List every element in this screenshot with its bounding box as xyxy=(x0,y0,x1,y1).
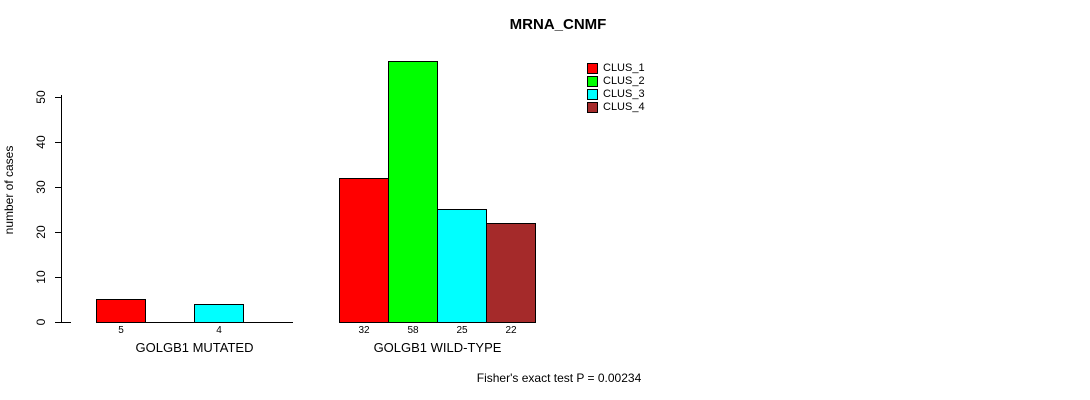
bar-clus-1 xyxy=(339,178,389,323)
y-axis-tick-label: 0 xyxy=(34,318,48,326)
legend-label: CLUS_2 xyxy=(603,75,645,87)
x-axis-origin-segment xyxy=(61,322,71,323)
y-axis-tick-label: 40 xyxy=(34,135,48,149)
bar-clus-4 xyxy=(486,223,536,323)
chart-title: MRNA_CNMF xyxy=(509,16,607,33)
y-axis-tick xyxy=(55,232,61,233)
y-axis-tick xyxy=(55,187,61,188)
bar-value-label: 32 xyxy=(358,325,370,336)
annotation-text: Fisher's exact test P = 0.00234 xyxy=(476,371,642,385)
legend-item: CLUS_4 xyxy=(587,101,645,114)
legend: CLUS_1 CLUS_2 CLUS_3 CLUS_4 xyxy=(587,62,645,114)
bar-value-label: 22 xyxy=(505,325,517,336)
y-axis-tick-label: 50 xyxy=(34,90,48,104)
legend-swatch xyxy=(587,63,598,74)
legend-item: CLUS_1 xyxy=(587,62,645,75)
legend-item: CLUS_2 xyxy=(587,75,645,88)
legend-label: CLUS_1 xyxy=(603,62,645,74)
bar-value-label: 4 xyxy=(216,325,222,336)
y-axis-tick xyxy=(55,142,61,143)
legend-swatch xyxy=(587,76,598,87)
bar-clus-3 xyxy=(194,304,244,323)
y-axis-tick xyxy=(55,97,61,98)
y-axis-line xyxy=(61,95,62,323)
legend-swatch xyxy=(587,89,598,100)
y-axis-tick-label: 20 xyxy=(34,225,48,239)
y-axis-tick xyxy=(55,322,61,323)
y-axis-tick-label: 30 xyxy=(34,180,48,194)
bar-clus-1 xyxy=(96,299,146,323)
legend-item: CLUS_3 xyxy=(587,88,645,101)
x-axis-group-label: GOLGB1 MUTATED xyxy=(135,340,254,355)
bar-clus-3 xyxy=(437,209,487,323)
legend-swatch xyxy=(587,102,598,113)
bar-value-label: 58 xyxy=(407,325,419,336)
bar-value-label: 5 xyxy=(118,325,124,336)
y-axis-tick-label: 10 xyxy=(34,270,48,284)
x-axis-group-label: GOLGB1 WILD-TYPE xyxy=(373,340,502,355)
bar-clus-2 xyxy=(388,61,438,323)
bar-value-label: 25 xyxy=(456,325,468,336)
legend-label: CLUS_3 xyxy=(603,88,645,100)
y-axis-tick xyxy=(55,277,61,278)
legend-label: CLUS_4 xyxy=(603,101,645,113)
